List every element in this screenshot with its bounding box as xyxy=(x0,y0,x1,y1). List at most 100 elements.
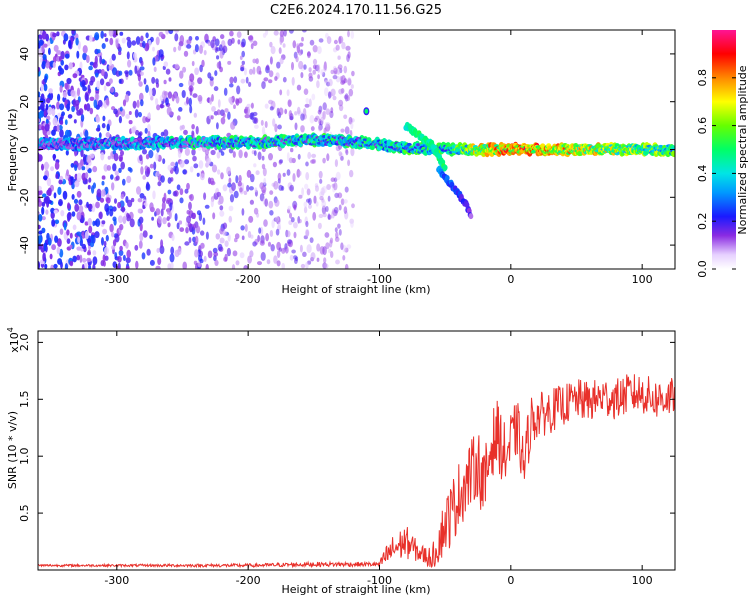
noise-point xyxy=(51,219,56,227)
noise-point xyxy=(38,261,41,269)
noise-point xyxy=(286,169,291,176)
noise-point xyxy=(136,99,140,108)
noise-point xyxy=(194,44,199,53)
noise-point xyxy=(138,111,142,118)
noise-point xyxy=(249,199,254,205)
noise-point xyxy=(118,51,122,56)
noise-point xyxy=(211,106,216,112)
noise-point xyxy=(338,36,342,45)
noise-point xyxy=(134,244,139,251)
noise-point xyxy=(345,149,349,156)
noise-point xyxy=(339,68,343,74)
noise-point xyxy=(149,259,155,266)
noise-point xyxy=(253,207,259,215)
noise-point xyxy=(159,104,165,109)
noise-point xyxy=(42,193,47,198)
noise-point xyxy=(184,159,190,165)
noise-point xyxy=(137,208,142,214)
noise-point xyxy=(81,79,86,87)
snr-x-axis-title: Height of straight line (km) xyxy=(281,583,430,596)
noise-point xyxy=(168,30,174,35)
noise-point xyxy=(289,212,292,219)
noise-point xyxy=(102,228,108,235)
noise-point xyxy=(347,77,352,86)
noise-point xyxy=(216,109,221,116)
noise-point xyxy=(89,34,93,43)
noise-point xyxy=(195,225,201,234)
noise-point xyxy=(222,45,228,54)
noise-point xyxy=(101,43,106,49)
noise-point xyxy=(147,112,151,119)
noise-point xyxy=(318,170,323,179)
noise-point xyxy=(312,45,318,53)
noise-point xyxy=(215,233,221,240)
noise-point xyxy=(239,55,243,60)
noise-point xyxy=(243,265,247,269)
noise-point xyxy=(282,172,286,177)
noise-point xyxy=(311,93,316,101)
noise-point xyxy=(122,178,126,186)
colorbar-label: Normalized spectral amplitude xyxy=(736,65,749,234)
noise-point xyxy=(182,261,187,269)
noise-point xyxy=(236,31,242,38)
noise-point xyxy=(345,45,351,51)
noise-point xyxy=(179,227,185,233)
noise-point xyxy=(274,199,280,207)
noise-point xyxy=(262,167,267,177)
noise-point xyxy=(101,175,106,180)
noise-point xyxy=(189,105,193,114)
noise-point xyxy=(213,251,219,257)
noise-point xyxy=(81,243,87,249)
noise-point xyxy=(113,153,119,162)
noise-point xyxy=(309,39,315,46)
noise-point xyxy=(301,187,304,196)
noise-point xyxy=(59,103,65,111)
noise-point xyxy=(124,94,130,103)
noise-point xyxy=(128,120,133,125)
noise-point xyxy=(350,122,354,130)
noise-point xyxy=(263,177,267,185)
noise-point xyxy=(273,180,279,190)
noise-point xyxy=(72,255,77,263)
noise-point xyxy=(84,92,89,101)
noise-point xyxy=(105,97,110,106)
noise-point xyxy=(303,88,309,95)
noise-point xyxy=(296,84,302,91)
noise-point xyxy=(145,84,149,94)
noise-point xyxy=(335,76,341,83)
noise-point xyxy=(175,95,180,104)
noise-point xyxy=(126,212,130,219)
y-tick-label: -40 xyxy=(18,236,31,254)
noise-point xyxy=(59,120,64,125)
noise-point xyxy=(145,154,150,160)
noise-point xyxy=(331,210,335,219)
noise-point xyxy=(77,236,81,244)
noise-point xyxy=(296,106,301,115)
noise-point xyxy=(76,254,81,261)
noise-point xyxy=(98,132,102,139)
carrier-point xyxy=(137,137,143,141)
noise-point xyxy=(120,150,124,156)
noise-point xyxy=(89,96,95,102)
noise-point xyxy=(317,74,320,80)
noise-point xyxy=(250,112,255,121)
noise-point xyxy=(184,241,190,246)
noise-point xyxy=(119,31,124,36)
snr-y-axis-title: SNR (10 * v/v) xyxy=(6,411,19,489)
noise-point xyxy=(47,237,52,246)
noise-point xyxy=(305,172,310,181)
x-tick-label: -200 xyxy=(236,273,261,286)
noise-point xyxy=(142,40,146,49)
noise-point xyxy=(68,40,72,49)
noise-point xyxy=(194,235,199,245)
noise-point xyxy=(179,70,184,79)
noise-point xyxy=(277,221,281,230)
noise-point xyxy=(111,182,115,191)
noise-point xyxy=(64,82,68,90)
spectrogram-y-axis: 40 20 0 -20 -40 xyxy=(18,47,675,254)
noise-point xyxy=(333,67,338,76)
noise-point xyxy=(73,119,77,124)
noise-point xyxy=(127,199,133,208)
noise-point xyxy=(55,173,59,179)
noise-point xyxy=(57,258,63,265)
